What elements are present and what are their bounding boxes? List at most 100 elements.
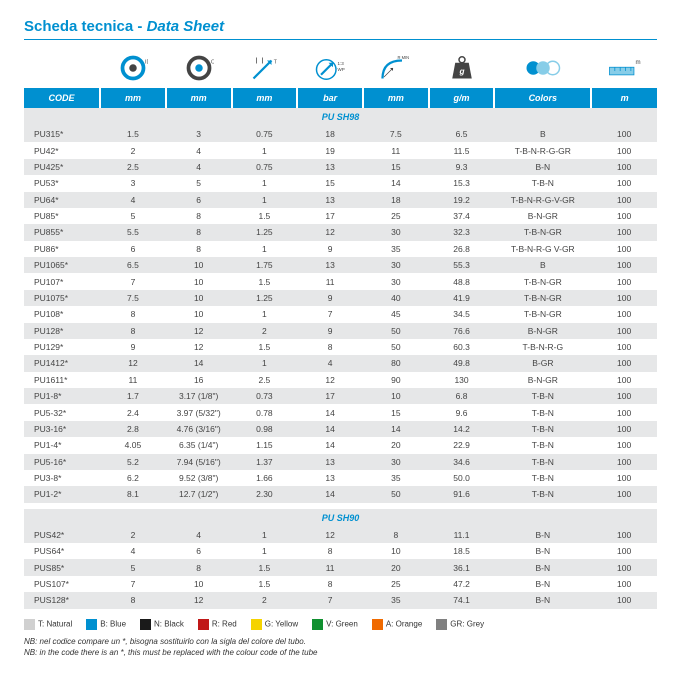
value-cell: 100 <box>591 527 657 543</box>
value-cell: 14 <box>297 486 363 502</box>
value-cell: 100 <box>591 470 657 486</box>
legend-label: GR: Grey <box>450 619 484 628</box>
value-cell: 12 <box>166 323 232 339</box>
value-cell: 35 <box>363 470 429 486</box>
value-cell: 1 <box>232 527 298 543</box>
value-cell: T-B-N <box>494 454 591 470</box>
value-cell: 2.5 <box>100 159 166 175</box>
value-cell: 25 <box>363 576 429 592</box>
table-row: PUS107*7101.582547.2B-N100 <box>24 576 657 592</box>
svg-text:WP: WP <box>338 67 345 72</box>
column-header: mm <box>363 88 429 108</box>
value-cell: 2.8 <box>100 421 166 437</box>
value-cell: 10 <box>166 273 232 289</box>
value-cell: T-B-N-GR <box>494 306 591 322</box>
value-cell: B-N <box>494 543 591 559</box>
value-cell: 48.8 <box>429 273 495 289</box>
code-cell: PU107* <box>24 273 100 289</box>
colors-icon <box>494 48 591 88</box>
value-cell: B-N-GR <box>494 372 591 388</box>
code-cell: PUS85* <box>24 559 100 575</box>
table-row: PU1-8*1.73.17 (1/8")0.7317106.8T-B-N100 <box>24 388 657 404</box>
value-cell: 100 <box>591 273 657 289</box>
column-header: Colors <box>494 88 591 108</box>
table-row: PU855*5.581.25123032.3T-B-N-GR100 <box>24 224 657 240</box>
code-cell: PUS128* <box>24 592 100 608</box>
value-cell: 8 <box>166 208 232 224</box>
legend-item: V: Green <box>312 619 358 630</box>
table-row: PU1065*6.5101.75133055.3B100 <box>24 257 657 273</box>
code-cell: PU85* <box>24 208 100 224</box>
value-cell: T-B-N <box>494 486 591 502</box>
svg-text:g: g <box>458 67 464 76</box>
code-cell: PU1075* <box>24 290 100 306</box>
value-cell: 1 <box>232 543 298 559</box>
value-cell: 2 <box>100 142 166 158</box>
value-cell: 2 <box>232 592 298 608</box>
code-cell: PU86* <box>24 241 100 257</box>
value-cell: T-B-N-R-G V-GR <box>494 241 591 257</box>
value-cell: 8 <box>100 323 166 339</box>
value-cell: 4 <box>166 142 232 158</box>
value-cell: 8 <box>166 241 232 257</box>
value-cell: 10 <box>363 543 429 559</box>
value-cell: 18 <box>297 126 363 142</box>
value-cell: 0.75 <box>232 159 298 175</box>
value-cell: 100 <box>591 290 657 306</box>
value-cell: T-B-N <box>494 421 591 437</box>
legend-label: T: Natural <box>38 619 72 628</box>
code-cell: PU315* <box>24 126 100 142</box>
value-cell: B-N <box>494 559 591 575</box>
value-cell: 14 <box>297 437 363 453</box>
svg-text:OD: OD <box>211 60 214 66</box>
code-cell: PU855* <box>24 224 100 240</box>
value-cell: 11 <box>297 559 363 575</box>
value-cell: 2.30 <box>232 486 298 502</box>
value-cell: 30 <box>363 257 429 273</box>
value-cell: 1.5 <box>232 559 298 575</box>
table-row: PU1412*1214148049.8B-GR100 <box>24 355 657 371</box>
value-cell: 14 <box>363 421 429 437</box>
value-cell: 100 <box>591 142 657 158</box>
value-cell: 7.5 <box>100 290 166 306</box>
code-cell: PU5-16* <box>24 454 100 470</box>
value-cell: 7.94 (5/16") <box>166 454 232 470</box>
value-cell: 8 <box>100 306 166 322</box>
table-row: PU128*812295076.6B-N-GR100 <box>24 323 657 339</box>
code-cell: PU5-32* <box>24 404 100 420</box>
value-cell: 25 <box>363 208 429 224</box>
value-cell: B-N-GR <box>494 208 591 224</box>
column-header: mm <box>166 88 232 108</box>
thickness-icon: T <box>232 48 298 88</box>
value-cell: T-B-N-R-G-GR <box>494 142 591 158</box>
value-cell: 6 <box>166 543 232 559</box>
value-cell: 12 <box>297 224 363 240</box>
table-row: PU1-4*4.056.35 (1/4")1.15142022.9T-B-N10… <box>24 437 657 453</box>
value-cell: 1.75 <box>232 257 298 273</box>
value-cell: 8 <box>297 543 363 559</box>
value-cell: 14 <box>363 175 429 191</box>
value-cell: 16 <box>166 372 232 388</box>
value-cell: 3.97 (5/32") <box>166 404 232 420</box>
value-cell: 100 <box>591 208 657 224</box>
value-cell: 7 <box>100 576 166 592</box>
value-cell: 11 <box>297 273 363 289</box>
value-cell: 2 <box>232 323 298 339</box>
value-cell: T-B-N <box>494 175 591 191</box>
value-cell: B-N <box>494 576 591 592</box>
legend-swatch <box>251 619 262 630</box>
table-row: PUS128*812273574.1B-N100 <box>24 592 657 608</box>
value-cell: 17 <box>297 208 363 224</box>
value-cell: 1.15 <box>232 437 298 453</box>
section-header: PU SH90 <box>24 509 657 527</box>
code-cell: PU42* <box>24 142 100 158</box>
value-cell: 10 <box>166 576 232 592</box>
value-cell: 9 <box>297 241 363 257</box>
value-cell: 8 <box>166 224 232 240</box>
table-row: PU1611*11162.51290130B-N-GR100 <box>24 372 657 388</box>
value-cell: 100 <box>591 306 657 322</box>
code-cell: PU1-8* <box>24 388 100 404</box>
value-cell: 1.5 <box>232 208 298 224</box>
column-header: m <box>591 88 657 108</box>
weight-icon: g <box>429 48 495 88</box>
